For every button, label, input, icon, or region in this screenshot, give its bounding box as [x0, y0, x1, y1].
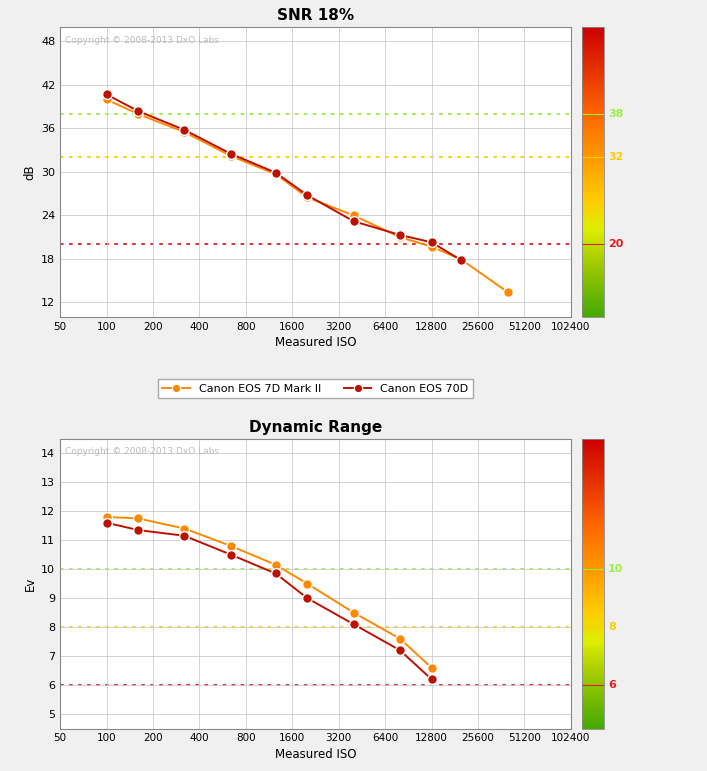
Text: 8: 8 — [608, 622, 616, 632]
X-axis label: Measured ISO: Measured ISO — [275, 748, 356, 761]
Text: Copyright © 2008-2013 DxO Labs: Copyright © 2008-2013 DxO Labs — [65, 447, 219, 456]
X-axis label: Measured ISO: Measured ISO — [275, 336, 356, 349]
Y-axis label: dB: dB — [24, 164, 37, 180]
Title: Dynamic Range: Dynamic Range — [249, 419, 382, 435]
Text: 38: 38 — [608, 109, 624, 119]
Text: 10: 10 — [608, 564, 624, 574]
Text: 32: 32 — [608, 153, 624, 163]
Y-axis label: Ev: Ev — [24, 577, 37, 591]
Text: Copyright © 2008-2013 DxO Labs: Copyright © 2008-2013 DxO Labs — [65, 35, 219, 45]
Legend: Canon EOS 7D Mark II, Canon EOS 70D: Canon EOS 7D Mark II, Canon EOS 70D — [158, 379, 473, 399]
Title: SNR 18%: SNR 18% — [277, 8, 354, 23]
Text: 20: 20 — [608, 240, 624, 250]
Text: 6: 6 — [608, 680, 616, 690]
